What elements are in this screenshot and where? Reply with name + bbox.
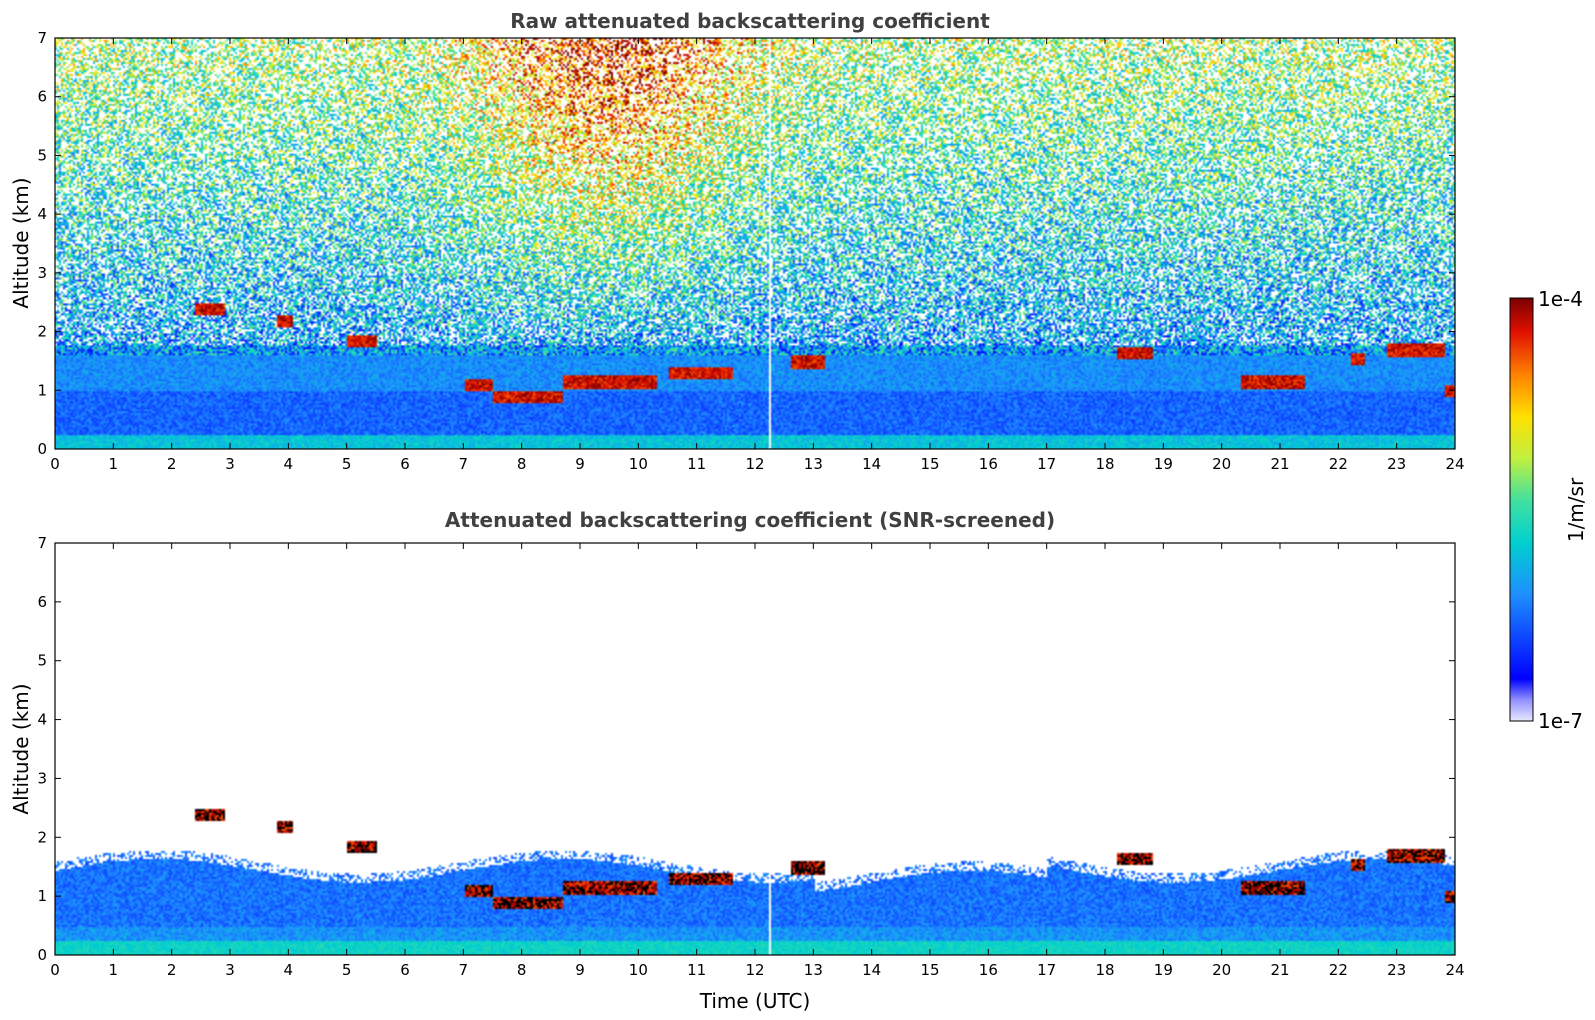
x-tick-label: 11 bbox=[687, 961, 706, 979]
x-tick-label: 10 bbox=[629, 455, 648, 473]
y-tick-label: 3 bbox=[37, 264, 47, 282]
x-tick-label: 17 bbox=[1037, 961, 1056, 979]
x-tick-label: 2 bbox=[167, 961, 177, 979]
panel-raw-ylabel: Altitude (km) bbox=[9, 177, 33, 308]
x-tick-label: 20 bbox=[1212, 961, 1231, 979]
colorbar: 1e-4 1e-7 1/m/sr bbox=[1509, 287, 1588, 733]
x-tick-label: 12 bbox=[745, 455, 764, 473]
y-tick-label: 4 bbox=[37, 711, 47, 729]
x-tick-label: 23 bbox=[1387, 961, 1406, 979]
raw-backscatter-heatmap bbox=[55, 38, 1455, 449]
x-tick-label: 15 bbox=[920, 455, 939, 473]
x-tick-label: 23 bbox=[1387, 455, 1406, 473]
colorbar-gradient bbox=[1509, 297, 1534, 722]
x-tick-label: 14 bbox=[862, 961, 881, 979]
x-tick-label: 5 bbox=[342, 961, 352, 979]
x-tick-label: 17 bbox=[1037, 455, 1056, 473]
panel-screened-title: Attenuated backscattering coefficient (S… bbox=[445, 508, 1055, 532]
x-tick-label: 8 bbox=[517, 961, 527, 979]
x-tick-label: 4 bbox=[284, 961, 294, 979]
x-tick-label: 4 bbox=[284, 455, 294, 473]
x-tick-label: 22 bbox=[1329, 961, 1348, 979]
y-tick-label: 5 bbox=[37, 652, 47, 670]
y-tick-label: 0 bbox=[37, 440, 47, 458]
y-tick-label: 7 bbox=[37, 534, 47, 552]
x-tick-label: 3 bbox=[225, 455, 235, 473]
panel-screened: Attenuated backscattering coefficient (S… bbox=[9, 508, 1465, 1013]
x-tick-label: 3 bbox=[225, 961, 235, 979]
x-tick-label: 0 bbox=[50, 961, 60, 979]
colorbar-min-label: 1e-7 bbox=[1538, 709, 1583, 733]
y-tick-label: 2 bbox=[37, 828, 47, 846]
panel-raw: Raw attenuated backscattering coefficien… bbox=[9, 9, 1465, 473]
x-tick-label: 22 bbox=[1329, 455, 1348, 473]
x-tick-label: 1 bbox=[109, 961, 119, 979]
y-tick-label: 2 bbox=[37, 323, 47, 341]
x-tick-label: 19 bbox=[1154, 455, 1173, 473]
x-tick-label: 7 bbox=[459, 455, 469, 473]
x-tick-label: 16 bbox=[979, 961, 998, 979]
x-tick-label: 21 bbox=[1270, 961, 1289, 979]
y-tick-label: 4 bbox=[37, 205, 47, 223]
x-tick-label: 0 bbox=[50, 455, 60, 473]
x-tick-label: 9 bbox=[575, 455, 585, 473]
x-tick-label: 9 bbox=[575, 961, 585, 979]
x-tick-label: 11 bbox=[687, 455, 706, 473]
x-tick-label: 21 bbox=[1270, 455, 1289, 473]
x-tick-label: 1 bbox=[109, 455, 119, 473]
x-tick-label: 16 bbox=[979, 455, 998, 473]
y-tick-label: 3 bbox=[37, 769, 47, 787]
x-tick-label: 15 bbox=[920, 961, 939, 979]
panel-raw-title: Raw attenuated backscattering coefficien… bbox=[510, 9, 990, 33]
colorbar-unit-label: 1/m/sr bbox=[1564, 477, 1588, 542]
y-tick-label: 1 bbox=[37, 381, 47, 399]
x-tick-label: 5 bbox=[342, 455, 352, 473]
panel-raw-plot-area bbox=[55, 38, 1455, 449]
y-tick-label: 7 bbox=[37, 29, 47, 47]
x-tick-label: 6 bbox=[400, 455, 410, 473]
x-tick-label: 24 bbox=[1445, 961, 1464, 979]
y-tick-label: 6 bbox=[37, 88, 47, 106]
colorbar-max-label: 1e-4 bbox=[1538, 287, 1583, 311]
y-tick-label: 0 bbox=[37, 946, 47, 964]
x-tick-label: 14 bbox=[862, 455, 881, 473]
y-tick-label: 6 bbox=[37, 593, 47, 611]
panel-screened-ylabel: Altitude (km) bbox=[9, 683, 33, 814]
screened-backscatter-heatmap bbox=[55, 543, 1455, 955]
y-tick-label: 5 bbox=[37, 146, 47, 164]
x-tick-label: 20 bbox=[1212, 455, 1231, 473]
x-tick-label: 8 bbox=[517, 455, 527, 473]
x-tick-label: 7 bbox=[459, 961, 469, 979]
x-tick-label: 19 bbox=[1154, 961, 1173, 979]
x-tick-label: 18 bbox=[1095, 961, 1114, 979]
x-tick-label: 2 bbox=[167, 455, 177, 473]
x-tick-label: 10 bbox=[629, 961, 648, 979]
panel-screened-ticks: 0 1 2 3 4 5 6 7 8 9 10 11 12 13 14 15 16 17 18 19 20 21 22 23 24… bbox=[37, 534, 1464, 979]
panel-screened-plot-area bbox=[55, 543, 1455, 955]
x-tick-label: 24 bbox=[1445, 455, 1464, 473]
y-tick-label: 1 bbox=[37, 887, 47, 905]
x-tick-label: 12 bbox=[745, 961, 764, 979]
x-tick-label: 18 bbox=[1095, 455, 1114, 473]
panel-raw-ticks: 0 1 2 3 4 5 6 7 8 9 10 11 12 13 14 15 16 17 18 19 20 21 22 23 24… bbox=[37, 29, 1464, 473]
x-tick-label: 6 bbox=[400, 961, 410, 979]
panel-screened-xlabel: Time (UTC) bbox=[699, 989, 811, 1013]
x-tick-label: 13 bbox=[804, 961, 823, 979]
x-tick-label: 13 bbox=[804, 455, 823, 473]
